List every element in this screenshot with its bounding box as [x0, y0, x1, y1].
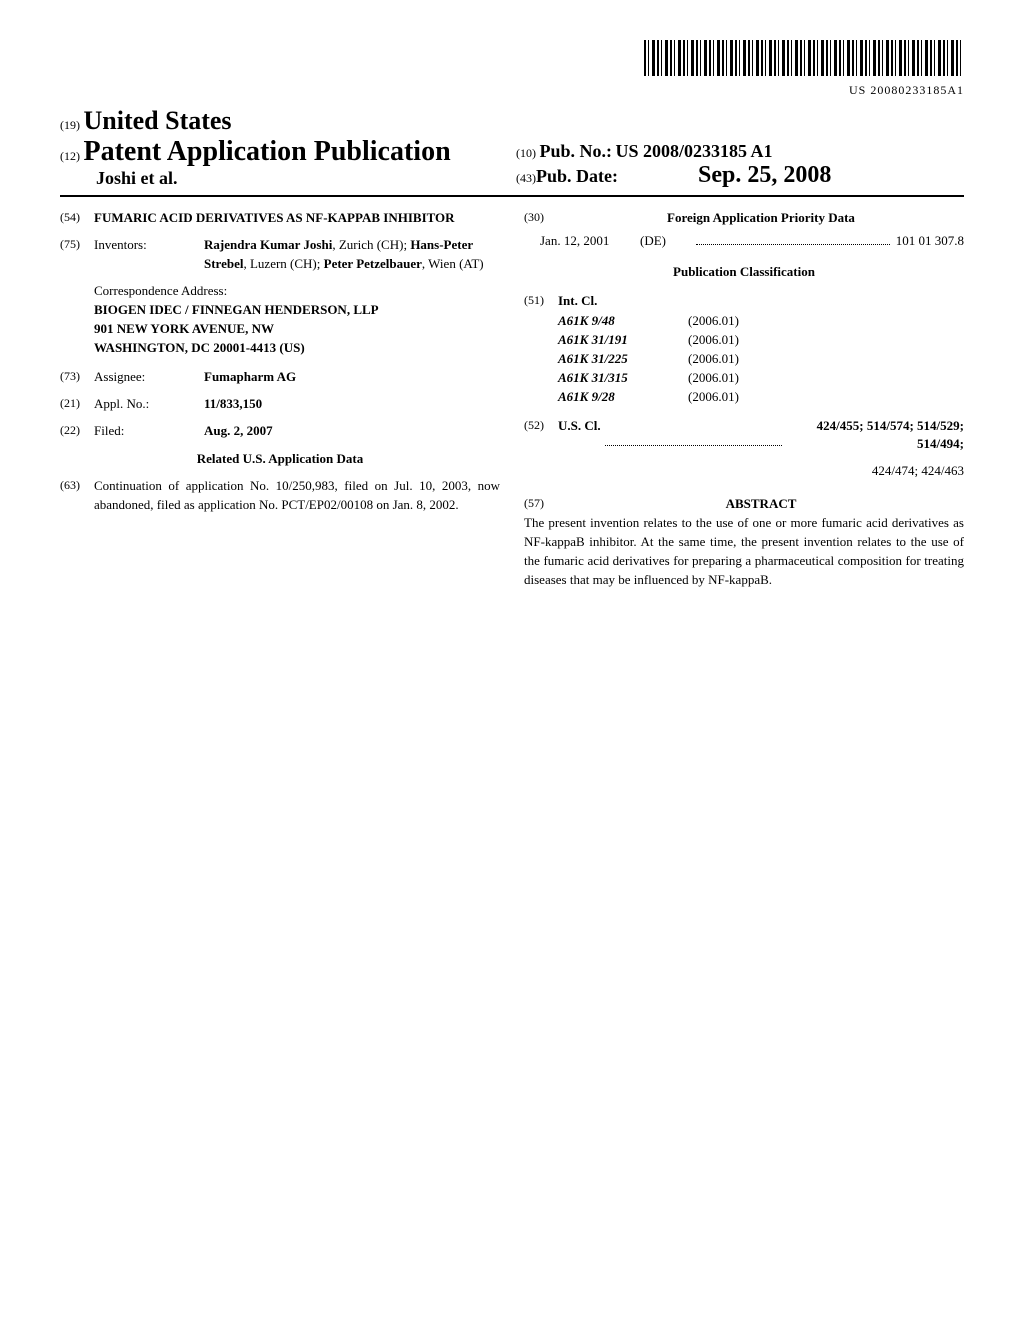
intcl-item-ver: (2006.01) [688, 312, 778, 331]
abstract-code: (57) [524, 495, 558, 514]
barcode-graphic [644, 40, 964, 76]
country-line: (19) United States [60, 106, 508, 136]
barcode-text: US 20080233185A1 [60, 83, 964, 98]
intcl-item-ver: (2006.01) [688, 369, 778, 388]
intcl-item-code: A61K 9/48 [558, 312, 688, 331]
uscl-line1: 424/455; 514/574; 514/529; 514/494; [817, 418, 964, 452]
intcl-item-ver: (2006.01) [688, 388, 778, 407]
assignee-code: (73) [60, 368, 94, 387]
intcl-item-code: A61K 31/191 [558, 331, 688, 350]
title-value: FUMARIC ACID DERIVATIVES AS NF-KAPPAB IN… [94, 209, 500, 228]
uscl-values: 424/455; 514/574; 514/529; 514/494; [786, 417, 964, 455]
appl-label: Appl. No.: [94, 395, 204, 414]
pub-class-heading: Publication Classification [524, 263, 964, 282]
header-left: (19) United States (12) Patent Applicati… [60, 106, 508, 189]
foreign-date: Jan. 12, 2001 [540, 232, 640, 251]
pub-date-label: Pub. Date: [536, 166, 618, 187]
header-right: (10) Pub. No.: US 2008/0233185 A1 (43) P… [508, 141, 964, 189]
uscl-dots [605, 445, 783, 446]
pub-date-line: (43) Pub. Date: Sep. 25, 2008 [516, 162, 964, 189]
intcl-label: Int. Cl. [558, 292, 964, 311]
doc-type-code: (12) [60, 149, 80, 163]
continuation-value: Continuation of application No. 10/250,9… [94, 477, 500, 515]
uscl-label: U.S. Cl. [558, 417, 601, 436]
filed-label: Filed: [94, 422, 204, 441]
inventors-label: Inventors: [94, 236, 204, 274]
foreign-dots [696, 244, 890, 245]
appl-field: (21) Appl. No.: 11/833,150 [60, 395, 500, 414]
uscl-line2: 424/474; 424/463 [524, 462, 964, 481]
author-line: Joshi et al. [60, 168, 508, 189]
title-field: (54) FUMARIC ACID DERIVATIVES AS NF-KAPP… [60, 209, 500, 228]
abstract-header: (57) ABSTRACT [524, 495, 964, 514]
foreign-num: 101 01 307.8 [896, 232, 964, 251]
pub-date-code: (43) [516, 171, 536, 186]
continuation-code: (63) [60, 477, 94, 515]
doc-type: Patent Application Publication [84, 136, 451, 167]
intcl-code: (51) [524, 292, 558, 311]
correspondence-label: Correspondence Address: [94, 282, 500, 301]
two-column-body: (54) FUMARIC ACID DERIVATIVES AS NF-KAPP… [60, 209, 964, 589]
intcl-field: (51) Int. Cl. [524, 292, 964, 311]
pub-no-value: US 2008/0233185 A1 [616, 141, 773, 161]
inventor1-loc: , Zurich (CH); [332, 237, 410, 252]
corr-line3: WASHINGTON, DC 20001-4413 (US) [94, 339, 500, 358]
pub-date-value: Sep. 25, 2008 [698, 162, 831, 189]
inventor3-name: Peter Petzelbauer [324, 256, 422, 271]
country-code: (19) [60, 118, 80, 132]
uscl-row: U.S. Cl. 424/455; 514/574; 514/529; 514/… [558, 417, 964, 455]
foreign-code: (30) [524, 209, 558, 228]
inventors-value: Rajendra Kumar Joshi, Zurich (CH); Hans-… [204, 236, 500, 274]
assignee-value: Fumapharm AG [204, 368, 500, 387]
foreign-row: Jan. 12, 2001 (DE) 101 01 307.8 [540, 232, 964, 251]
pub-no-code: (10) [516, 146, 536, 160]
assignee-label: Assignee: [94, 368, 204, 387]
inventors-code: (75) [60, 236, 94, 274]
intcl-item-code: A61K 31/225 [558, 350, 688, 369]
filed-code: (22) [60, 422, 94, 441]
correspondence-block: Correspondence Address: BIOGEN IDEC / FI… [94, 282, 500, 358]
intcl-row: A61K 31/315 (2006.01) [558, 369, 964, 388]
header-row: (19) United States (12) Patent Applicati… [60, 106, 964, 197]
abstract-heading: ABSTRACT [558, 495, 964, 514]
barcode-section: US 20080233185A1 [60, 40, 964, 98]
assignee-field: (73) Assignee: Fumapharm AG [60, 368, 500, 387]
uscl-code: (52) [524, 417, 558, 455]
appl-value: 11/833,150 [204, 395, 500, 414]
pub-no-label: Pub. No.: [540, 141, 613, 161]
intcl-item-code: A61K 9/28 [558, 388, 688, 407]
doc-type-line: (12) Patent Application Publication [60, 136, 508, 168]
foreign-country: (DE) [640, 232, 690, 251]
intcl-row: A61K 31/191 (2006.01) [558, 331, 964, 350]
appl-code: (21) [60, 395, 94, 414]
intcl-item-ver: (2006.01) [688, 350, 778, 369]
abstract-body: The present invention relates to the use… [524, 514, 964, 589]
pub-no-line: (10) Pub. No.: US 2008/0233185 A1 [516, 141, 964, 162]
filed-field: (22) Filed: Aug. 2, 2007 [60, 422, 500, 441]
left-column: (54) FUMARIC ACID DERIVATIVES AS NF-KAPP… [60, 209, 500, 589]
country-name: United States [84, 106, 232, 135]
intcl-item-ver: (2006.01) [688, 331, 778, 350]
intcl-row: A61K 9/28 (2006.01) [558, 388, 964, 407]
uscl-field: (52) U.S. Cl. 424/455; 514/574; 514/529;… [524, 417, 964, 455]
inventors-field: (75) Inventors: Rajendra Kumar Joshi, Zu… [60, 236, 500, 274]
corr-line2: 901 NEW YORK AVENUE, NW [94, 320, 500, 339]
corr-line1: BIOGEN IDEC / FINNEGAN HENDERSON, LLP [94, 301, 500, 320]
related-heading: Related U.S. Application Data [60, 450, 500, 469]
filed-value: Aug. 2, 2007 [204, 422, 500, 441]
intcl-list: A61K 9/48 (2006.01) A61K 31/191 (2006.01… [558, 312, 964, 406]
inventor1-name: Rajendra Kumar Joshi [204, 237, 332, 252]
intcl-item-code: A61K 31/315 [558, 369, 688, 388]
intcl-row: A61K 31/225 (2006.01) [558, 350, 964, 369]
inventor2-loc: , Luzern (CH); [243, 256, 323, 271]
foreign-heading: Foreign Application Priority Data [558, 209, 964, 228]
correspondence-body: BIOGEN IDEC / FINNEGAN HENDERSON, LLP 90… [94, 301, 500, 358]
right-column: (30) Foreign Application Priority Data J… [524, 209, 964, 589]
intcl-row: A61K 9/48 (2006.01) [558, 312, 964, 331]
continuation-field: (63) Continuation of application No. 10/… [60, 477, 500, 515]
foreign-field: (30) Foreign Application Priority Data [524, 209, 964, 228]
inventor3-loc: , Wien (AT) [422, 256, 484, 271]
title-code: (54) [60, 209, 94, 228]
